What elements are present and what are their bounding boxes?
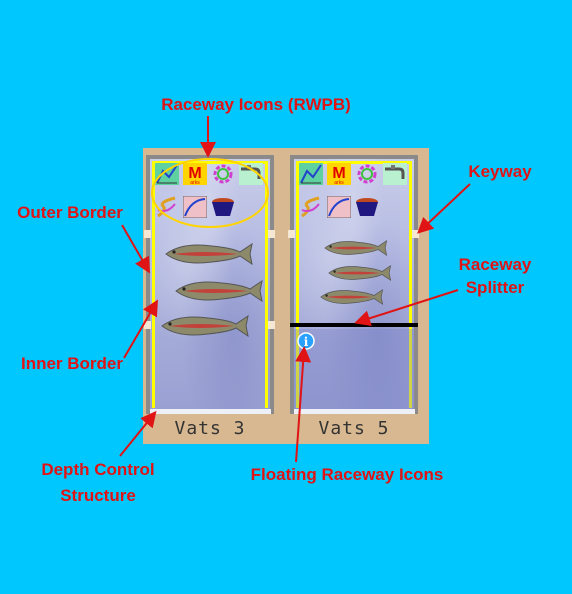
keyway-notch bbox=[268, 321, 275, 329]
annotation-inner-border: Inner Border bbox=[20, 354, 124, 373]
info-icon-glyph: i bbox=[304, 335, 309, 349]
feed-bowl-icon[interactable] bbox=[211, 196, 235, 218]
annotation-raceway-icons: Raceway Icons (RWPB) bbox=[161, 95, 351, 114]
depth-control-structure-vat5[interactable] bbox=[294, 409, 415, 414]
annotation-depth-control-2: Structure bbox=[60, 486, 136, 505]
keyway-notch bbox=[412, 230, 419, 238]
fish[interactable] bbox=[326, 261, 392, 285]
annotation-outer-border: Outer Border bbox=[17, 203, 123, 222]
marks-icon-sub: arks bbox=[334, 180, 344, 185]
growth-curve-icon[interactable] bbox=[327, 196, 351, 218]
feed-bowl-icon[interactable] bbox=[355, 196, 379, 218]
depth-control-structure-vat3[interactable] bbox=[150, 409, 271, 414]
raceway-icons-highlight bbox=[151, 158, 269, 228]
growth-curve-icon[interactable] bbox=[183, 196, 207, 218]
arrow-outer-border bbox=[121, 224, 151, 274]
inner-border-left bbox=[152, 161, 155, 408]
ring-icon[interactable] bbox=[355, 163, 379, 185]
keyway-notch bbox=[144, 321, 151, 329]
annotation-floating-icons: Floating Raceway Icons bbox=[250, 465, 444, 484]
marks-icon-letter: M bbox=[188, 165, 201, 182]
inner-border-right bbox=[265, 161, 268, 408]
keyway-notch bbox=[268, 230, 275, 238]
inner-border-left bbox=[296, 161, 299, 408]
annotation-raceway-splitter-1: Raceway bbox=[458, 255, 532, 274]
raceway-splitter[interactable] bbox=[290, 323, 418, 327]
arrow-keyway bbox=[417, 183, 471, 234]
inner-border-top bbox=[296, 161, 412, 164]
dna-icon[interactable] bbox=[299, 196, 323, 218]
fish[interactable] bbox=[172, 275, 264, 307]
marks-icon[interactable]: M arks bbox=[327, 163, 351, 185]
faucet-icon[interactable] bbox=[383, 163, 407, 185]
annotation-raceway-splitter-2: Splitter bbox=[465, 278, 525, 297]
inner-border-top bbox=[152, 161, 268, 164]
ring-icon[interactable] bbox=[211, 163, 235, 185]
annotation-depth-control-1: Depth Control bbox=[41, 460, 155, 479]
marks-icon-letter: M bbox=[332, 165, 345, 182]
fish[interactable] bbox=[158, 310, 250, 342]
keyway-notch bbox=[144, 230, 151, 238]
keyway-notch bbox=[288, 230, 295, 238]
arrow-raceway-splitter bbox=[354, 289, 459, 326]
fish[interactable] bbox=[322, 236, 388, 260]
fish[interactable] bbox=[318, 285, 384, 309]
vat-3-name: Vats 3 bbox=[174, 418, 246, 439]
fish[interactable] bbox=[162, 238, 254, 270]
inner-border-right bbox=[409, 161, 412, 408]
marks-icon-sub: arks bbox=[190, 180, 200, 185]
arrow-floating-icons bbox=[295, 346, 312, 463]
arrow-depth-control bbox=[119, 410, 157, 457]
vat-5-name: Vats 5 bbox=[318, 418, 390, 439]
graph-icon[interactable] bbox=[299, 163, 323, 185]
annotation-keyway: Keyway bbox=[468, 162, 532, 181]
marks-icon[interactable]: M arks bbox=[183, 163, 207, 185]
arrow-inner-border bbox=[123, 299, 159, 359]
